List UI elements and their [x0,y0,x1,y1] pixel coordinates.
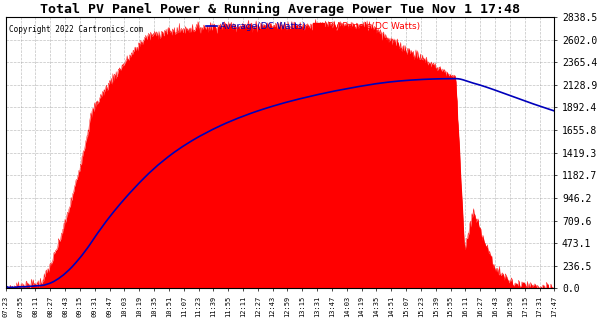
Title: Total PV Panel Power & Running Average Power Tue Nov 1 17:48: Total PV Panel Power & Running Average P… [40,3,520,16]
Legend: Average(DC Watts), PV Panels(DC Watts): Average(DC Watts), PV Panels(DC Watts) [202,19,424,35]
Text: Copyright 2022 Cartronics.com: Copyright 2022 Cartronics.com [8,25,143,34]
